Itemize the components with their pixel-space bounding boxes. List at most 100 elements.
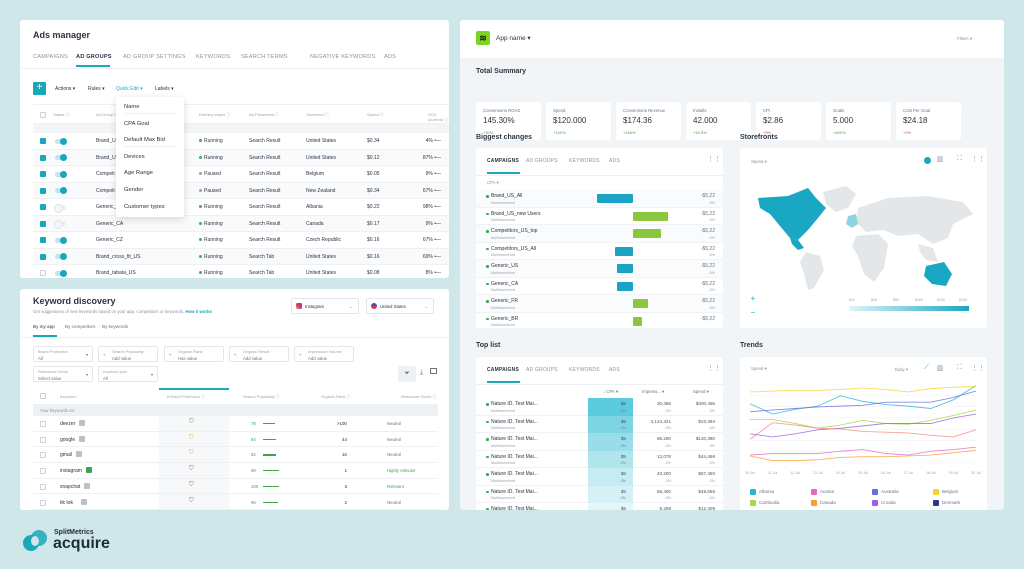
keyword[interactable]: deezer bbox=[60, 421, 76, 427]
legend-item-albania[interactable]: Albania bbox=[750, 489, 774, 495]
menu-item-cpa-goal[interactable]: CPA Goal bbox=[124, 120, 150, 127]
ad-group-name[interactable]: Competi bbox=[96, 171, 115, 177]
row-checkbox[interactable] bbox=[40, 452, 46, 459]
change-row[interactable]: Generic_BR Multistorefront -$5,22 bbox=[476, 313, 723, 329]
filter-organic-result[interactable]: Organic Result Add value ⇥ bbox=[229, 346, 289, 362]
table-row[interactable]: Nature ID. Test Mai... Multistorefront $5 -… bbox=[476, 398, 723, 416]
tab-campaigns[interactable]: CAMPAIGNS bbox=[33, 54, 68, 60]
metric-select[interactable]: Spend ▾ bbox=[751, 366, 767, 371]
menu-item-name[interactable]: Name bbox=[124, 104, 140, 110]
table-row[interactable]: Nature ID. Test Mai... Multistorefront $5 -… bbox=[476, 468, 723, 486]
columns-settings-icon[interactable]: ⋮⋮ bbox=[971, 365, 985, 372]
trend-line-austria[interactable] bbox=[749, 446, 977, 456]
trend-line-croatia[interactable] bbox=[749, 413, 977, 438]
table-row[interactable]: instagram ⛉ 99 1 Highly relevant bbox=[33, 463, 438, 479]
table-row[interactable]: Generic_CA Running Search Result Canada $0.1… bbox=[33, 215, 449, 232]
actions-menu[interactable]: Actions ▾ bbox=[55, 86, 76, 92]
status-toggle[interactable] bbox=[55, 154, 67, 161]
campaign-name[interactable]: Nature ID. Test Mai... bbox=[491, 418, 538, 425]
status-toggle[interactable] bbox=[54, 220, 66, 229]
ad-group-name[interactable]: Brand_cross_fit_US bbox=[96, 253, 141, 260]
status-toggle[interactable] bbox=[54, 203, 66, 213]
menu-item-default-max-bid[interactable]: Default Max Bid bbox=[124, 137, 165, 144]
row-checkbox[interactable] bbox=[40, 436, 46, 443]
how-it-works-link[interactable]: How it works bbox=[185, 309, 212, 314]
row-checkbox[interactable] bbox=[40, 171, 46, 177]
tab-ad-groups[interactable]: AD GROUPS bbox=[526, 367, 558, 373]
table-row[interactable]: tik tok ⛉ 95 2 Neutral bbox=[33, 495, 438, 510]
change-row[interactable]: Competitors_US_All Multistorefront -$5,22-… bbox=[476, 243, 723, 260]
campaign-name[interactable]: Nature ID. Test Mai... bbox=[491, 506, 538, 510]
column-header[interactable]: Relevance Score ⓘ bbox=[401, 394, 437, 399]
campaign-name[interactable]: Nature ID. Test Mai... bbox=[491, 436, 538, 442]
table-row[interactable]: Brand_cross_fit_US Running Search Tab Unite… bbox=[33, 248, 449, 265]
keyword[interactable]: snapchat bbox=[60, 483, 81, 490]
menu-item-devices[interactable]: Devices bbox=[124, 153, 145, 160]
menu-item-gender[interactable]: Gender bbox=[124, 187, 144, 193]
change-row[interactable]: Generic_FR Multistorefront -$5,22 -3% bbox=[476, 295, 723, 313]
column-header[interactable]: Ad Group N bbox=[96, 112, 118, 117]
row-checkbox[interactable] bbox=[40, 421, 46, 427]
table-row[interactable]: google ⛉ 84 44 Neutral bbox=[33, 432, 438, 448]
column-header[interactable]: Ad Placement ⓘ bbox=[249, 112, 280, 117]
filter-relevance-score[interactable]: Relevance Score Select value ▾ bbox=[33, 366, 93, 382]
table-row[interactable]: Nature ID. Test Mai...Multistorefront$58… bbox=[476, 503, 723, 510]
map-view-button[interactable] bbox=[924, 157, 931, 164]
trend-line-albania[interactable] bbox=[749, 385, 977, 415]
column-header[interactable]: SOV (current) ⓘ bbox=[428, 112, 449, 122]
quick-edit-menu[interactable]: Quick Edit ▾ bbox=[116, 86, 143, 92]
table-row[interactable]: Generic_ Running Search Result Albania $0.22… bbox=[33, 199, 449, 216]
zoom-out-button[interactable]: − bbox=[750, 308, 756, 317]
trend-line[interactable] bbox=[749, 422, 977, 440]
app-select[interactable]: Instagram ⌄ bbox=[291, 298, 359, 314]
select-all-checkbox[interactable] bbox=[40, 393, 46, 399]
columns-icon[interactable] bbox=[430, 368, 437, 374]
change-row[interactable]: Competitors_US_top Multistorefront -$5,22-… bbox=[476, 225, 723, 243]
ad-group-name[interactable]: Generic_CZ bbox=[96, 237, 123, 243]
campaign-name[interactable]: Competitors_US_top bbox=[491, 228, 538, 234]
status-toggle[interactable] bbox=[55, 170, 67, 178]
filter-keyword-type[interactable]: Keyword type All ▾ bbox=[98, 366, 158, 382]
table-row[interactable]: deezer ⛉ 78 >100 Neutral bbox=[33, 416, 438, 432]
tab-ads[interactable]: ADS bbox=[384, 54, 397, 60]
row-checkbox[interactable] bbox=[40, 468, 46, 475]
campaign-name[interactable]: Nature ID. Test Mai... bbox=[491, 488, 538, 495]
table-row[interactable]: Competi Paused Search Result New Zealand $0.… bbox=[33, 182, 449, 199]
legend-checkbox[interactable] bbox=[872, 489, 878, 495]
row-checkbox[interactable] bbox=[40, 138, 46, 144]
status-toggle[interactable] bbox=[55, 236, 67, 244]
campaign-name[interactable]: Nature ID. Test Mai... bbox=[491, 453, 538, 460]
app-name-selector[interactable]: App name ▾ bbox=[496, 35, 531, 42]
tab-campaigns[interactable]: CAMPAIGNS bbox=[487, 158, 519, 164]
columns-settings-icon[interactable]: ⋮⋮ bbox=[971, 156, 985, 163]
line-chart-icon[interactable]: ⟋ bbox=[924, 364, 929, 371]
select-all-checkbox[interactable] bbox=[40, 112, 46, 118]
table-row[interactable]: Brand_U Running Search Result United States… bbox=[33, 133, 449, 150]
table-row[interactable]: Brand_tabata_US Running Search Tab United S… bbox=[33, 265, 449, 278]
tab-keywords[interactable]: KEYWORDS bbox=[196, 54, 231, 60]
zoom-in-button[interactable]: + bbox=[750, 294, 756, 303]
filter-impression-volume[interactable]: Impression Volume Add value ⇥ bbox=[294, 346, 354, 362]
columns-settings-icon[interactable]: ⋮⋮ bbox=[707, 365, 721, 372]
row-checkbox[interactable] bbox=[40, 270, 46, 276]
fullscreen-icon[interactable]: ⛶ bbox=[957, 155, 962, 162]
columns-settings-icon[interactable]: ⋮⋮ bbox=[707, 156, 721, 163]
column-header[interactable]: Storefront ⓘ bbox=[306, 112, 329, 117]
campaign-name[interactable]: Competitors_US_All bbox=[491, 245, 537, 252]
column-header[interactable]: ♦ Brand Protection ⓘ bbox=[167, 394, 206, 399]
keyword[interactable]: instagram bbox=[60, 468, 82, 475]
status-toggle[interactable] bbox=[55, 253, 67, 260]
legend-checkbox[interactable] bbox=[872, 500, 878, 506]
table-row[interactable]: Nature ID. Test Mai... Multistorefront $5 -… bbox=[476, 415, 723, 433]
legend-item-denmark[interactable]: Denmark bbox=[933, 500, 960, 506]
rules-menu[interactable]: Rules ▾ bbox=[88, 86, 105, 92]
row-checkbox[interactable] bbox=[40, 499, 46, 506]
ad-group-name[interactable]: Brand_tabata_US bbox=[96, 270, 136, 276]
trend-line-cambodia[interactable] bbox=[750, 409, 977, 429]
row-checkbox[interactable] bbox=[40, 154, 46, 161]
menu-item-customer-types[interactable]: Customer types bbox=[124, 203, 165, 210]
row-checkbox[interactable] bbox=[40, 253, 46, 260]
menu-item-age-range[interactable]: Age Range bbox=[124, 170, 154, 177]
campaign-name[interactable]: Generic_US bbox=[491, 263, 519, 269]
change-row[interactable]: Generic_CA Multistorefront -$5,22 -3% bbox=[476, 278, 723, 295]
